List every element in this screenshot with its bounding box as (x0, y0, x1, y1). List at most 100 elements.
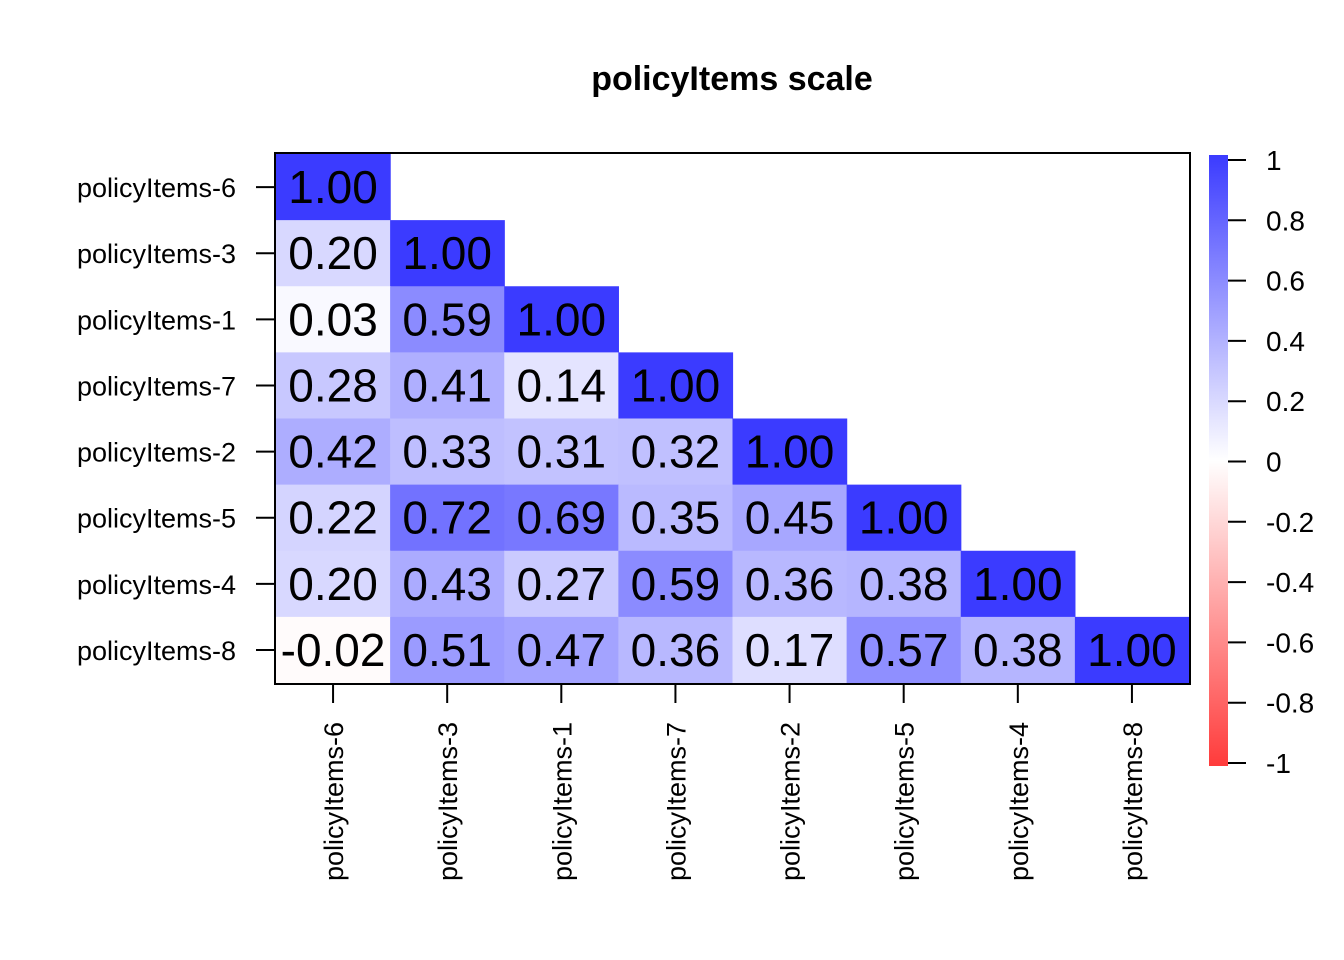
heatmap-cell-5-1 (276, 418, 391, 486)
colorbar-tick-label: -0.6 (1266, 627, 1314, 658)
heatmap-cell-8-1 (276, 616, 391, 684)
heatmap-cell-8-8 (1074, 616, 1190, 684)
cell-value-label: 0.43 (402, 558, 492, 610)
heatmap-cell-7-2 (390, 550, 505, 618)
cell-value-label: 0.69 (517, 492, 607, 544)
cell-value-label: 0.20 (288, 227, 378, 279)
y-tick-label: policyItems-1 (77, 305, 236, 335)
cell-value-label: 1.00 (859, 492, 949, 544)
heatmap-cell-8-7 (960, 616, 1076, 684)
cell-value-label: 0.22 (288, 492, 378, 544)
heatmap-cell-2-2 (390, 220, 505, 287)
cell-value-label: 0.35 (631, 492, 721, 544)
colorbar-legend (1209, 155, 1228, 766)
cell-value-label: 0.36 (745, 558, 835, 610)
y-tick-label: policyItems-6 (77, 173, 236, 203)
cell-value-label: 0.41 (402, 359, 492, 411)
cell-value-label: 0.51 (402, 624, 492, 676)
heatmap-cell-4-2 (390, 352, 505, 420)
colorbar-tick-label: -0.8 (1266, 688, 1314, 719)
y-tick-label: policyItems-7 (77, 371, 236, 401)
heatmap-cell-8-6 (846, 616, 962, 684)
heatmap-cell-8-4 (618, 616, 734, 684)
colorbar-tick-label: 1 (1266, 145, 1282, 176)
cell-value-label: 0.36 (631, 624, 721, 676)
heatmap-cell-8-2 (390, 616, 505, 684)
cell-value-label: 0.57 (859, 624, 949, 676)
cell-value-label: 0.72 (402, 492, 492, 544)
heatmap-cell-5-3 (504, 418, 619, 486)
cell-value-label: 0.59 (631, 558, 721, 610)
y-axis: policyItems-6 policyItems-3 policyItems-1 p… (77, 173, 275, 666)
heatmap-cell-5-2 (390, 418, 505, 486)
cell-value-label: 0.27 (517, 558, 607, 610)
cell-value-label: 0.17 (745, 624, 835, 676)
chart-title: policyItems scale (591, 60, 873, 98)
cell-value-label: 0.38 (859, 558, 949, 610)
cell-value-label: 1.00 (288, 161, 378, 213)
heatmap-cell-7-7 (960, 550, 1076, 618)
heatmap-cell-6-3 (504, 484, 619, 552)
cell-value-label: 0.33 (402, 426, 492, 478)
colorbar-tick-label: 0.2 (1266, 386, 1305, 417)
x-tick-label: policyItems-8 (1118, 722, 1148, 881)
heatmap-cell-7-5 (732, 550, 848, 618)
cell-value-label: 0.32 (631, 426, 721, 478)
heatmap-cell-1-1 (276, 154, 391, 221)
heatmap-cell-8-3 (504, 616, 619, 684)
heatmap-cell-7-6 (846, 550, 962, 618)
heatmap-cell-labels: 1.00 0.20 1.00 0.03 0.59 1.00 0.28 0.41 0.14 1.00… (281, 161, 1177, 676)
cell-value-label: 1.00 (1087, 624, 1177, 676)
cell-value-label: 1.00 (631, 359, 721, 411)
cell-value-label: 0.28 (288, 359, 378, 411)
y-tick-label: policyItems-8 (77, 636, 236, 666)
colorbar-tick-label: 0.4 (1266, 326, 1305, 357)
cell-value-label: 0.20 (288, 558, 378, 610)
x-tick-label: policyItems-4 (1004, 722, 1034, 881)
heatmap-cell-3-2 (390, 286, 505, 353)
colorbar-tick-label: 0.6 (1266, 266, 1305, 297)
cell-value-label: 0.47 (517, 624, 607, 676)
y-tick-label: policyItems-2 (77, 438, 236, 468)
heatmap-cell-2-1 (276, 220, 391, 287)
x-tick-label: policyItems-6 (319, 722, 349, 881)
cell-value-label: 1.00 (517, 293, 607, 345)
colorbar-ticks: 1 0.8 0.6 0.4 0.2 0 -0.2 -0.4 -0.6 -0.8 -1 (1228, 145, 1314, 779)
heatmap-cell-6-4 (618, 484, 734, 552)
y-tick-label: policyItems-5 (77, 504, 236, 534)
heatmap-cell-7-4 (618, 550, 734, 618)
heatmap-cell-3-3 (504, 286, 619, 353)
heatmap-cell-5-4 (618, 418, 734, 486)
heatmap-cell-6-1 (276, 484, 391, 552)
heatmap-cell-7-3 (504, 550, 619, 618)
x-tick-label: policyItems-5 (890, 722, 920, 881)
heatmap-cell-6-2 (390, 484, 505, 552)
heatmap-cell-7-1 (276, 550, 391, 618)
colorbar-tick-label: 0 (1266, 447, 1282, 478)
cell-value-label: 0.14 (517, 359, 607, 411)
cell-value-label: 0.45 (745, 492, 835, 544)
x-tick-label: policyItems-7 (661, 722, 691, 881)
cell-value-label: -0.02 (281, 624, 386, 676)
heatmap-cell-8-5 (732, 616, 848, 684)
heatmap-cells (276, 154, 1190, 684)
colorbar-tick-label: -1 (1266, 748, 1291, 779)
x-tick-label: policyItems-2 (776, 722, 806, 881)
heatmap-cell-4-3 (504, 352, 619, 420)
cell-value-label: 0.38 (973, 624, 1063, 676)
cell-value-label: 1.00 (402, 227, 492, 279)
heatmap-cell-3-1 (276, 286, 391, 353)
heatmap-cell-5-5 (732, 418, 848, 486)
heatmap-cell-6-6 (846, 484, 962, 552)
colorbar-tick-label: -0.4 (1266, 567, 1314, 598)
x-tick-label: policyItems-3 (433, 722, 463, 881)
plot-frame (274, 152, 1191, 685)
cell-value-label: 1.00 (745, 426, 835, 478)
cell-value-label: 1.00 (973, 558, 1063, 610)
x-axis: policyItems-6 policyItems-3 policyItems-1 p… (319, 684, 1148, 881)
y-tick-label: policyItems-4 (77, 570, 236, 600)
colorbar-tick-label: 0.8 (1266, 205, 1305, 236)
cell-value-label: 0.03 (288, 293, 378, 345)
x-tick-label: policyItems-1 (547, 722, 577, 881)
